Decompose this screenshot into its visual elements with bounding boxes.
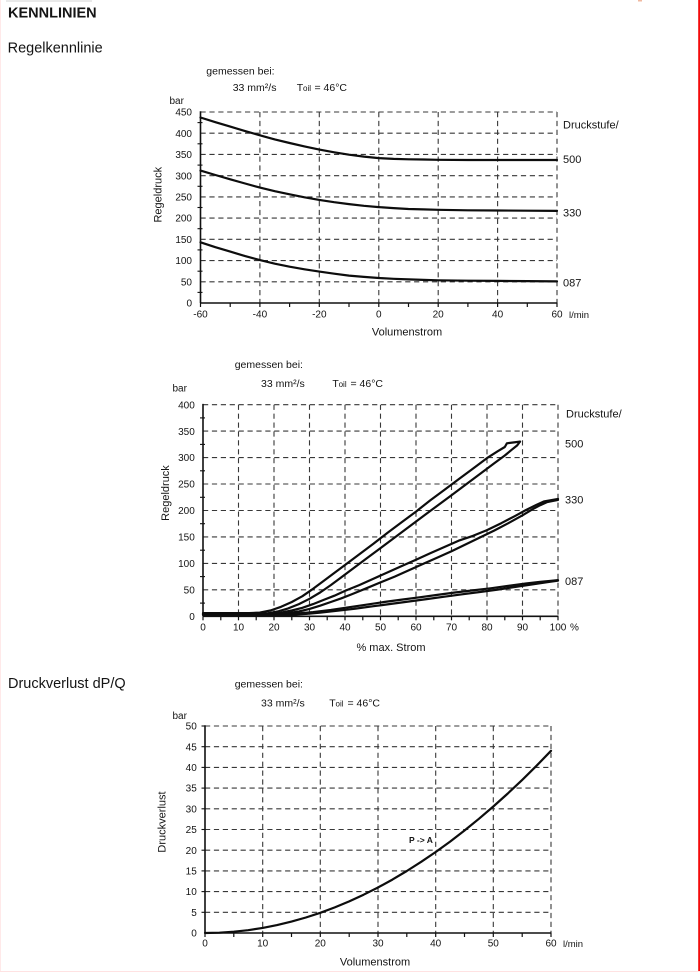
svg-text:-20: -20 — [312, 309, 327, 320]
svg-text:400: 400 — [175, 129, 192, 140]
svg-text:50: 50 — [488, 939, 500, 950]
svg-text:bar: bar — [170, 96, 185, 107]
svg-text:T: T — [297, 82, 304, 94]
svg-text:300: 300 — [178, 453, 195, 464]
svg-text:40: 40 — [492, 309, 504, 320]
svg-text:80: 80 — [481, 623, 493, 634]
svg-text:45: 45 — [186, 742, 198, 753]
svg-text:oil: oil — [303, 84, 311, 93]
svg-text:Volumenstrom: Volumenstrom — [340, 957, 410, 969]
svg-text:10: 10 — [186, 887, 198, 898]
svg-text:087: 087 — [563, 278, 581, 290]
svg-text:50: 50 — [181, 277, 193, 288]
svg-text:20: 20 — [433, 309, 445, 320]
svg-text:0: 0 — [200, 623, 206, 634]
svg-text:15: 15 — [186, 867, 198, 878]
svg-text:Regeldruck: Regeldruck — [160, 465, 172, 521]
svg-text:350: 350 — [178, 427, 195, 438]
svg-text:gemessen bei:: gemessen bei: — [235, 359, 303, 371]
svg-text:0: 0 — [202, 939, 208, 950]
svg-text:087: 087 — [565, 576, 583, 588]
svg-text:33 mm²/s: 33 mm²/s — [261, 698, 305, 710]
svg-text:50: 50 — [184, 585, 196, 596]
svg-text:25: 25 — [186, 825, 198, 836]
svg-text:5: 5 — [191, 908, 197, 919]
svg-text:Regeldruck: Regeldruck — [152, 166, 164, 222]
svg-text:40: 40 — [186, 763, 198, 774]
svg-text:Druckstufe/: Druckstufe/ — [563, 120, 620, 132]
svg-text:100: 100 — [178, 559, 195, 570]
svg-text:70: 70 — [446, 623, 458, 634]
svg-text:300: 300 — [175, 171, 192, 182]
svg-text:T: T — [329, 698, 336, 710]
svg-text:20: 20 — [315, 939, 327, 950]
svg-text:20: 20 — [186, 846, 198, 857]
svg-text:200: 200 — [175, 214, 192, 225]
svg-text:500: 500 — [563, 154, 581, 166]
svg-text:20: 20 — [268, 623, 280, 634]
svg-text:35: 35 — [186, 784, 198, 795]
svg-text:T: T — [332, 378, 339, 390]
svg-text:gemessen bei:: gemessen bei: — [206, 66, 274, 78]
svg-text:% max. Strom: % max. Strom — [356, 642, 425, 654]
svg-text:200: 200 — [178, 506, 195, 517]
svg-text:330: 330 — [563, 208, 581, 220]
svg-text:-40: -40 — [253, 309, 268, 320]
svg-text:250: 250 — [178, 480, 195, 491]
svg-text:Regelkennlinie: Regelkennlinie — [8, 41, 103, 57]
svg-text:oil: oil — [336, 700, 344, 709]
svg-text:bar: bar — [173, 711, 188, 722]
svg-text:40: 40 — [430, 939, 442, 950]
svg-text:33 mm²/s: 33 mm²/s — [261, 378, 305, 390]
svg-text:KENNLINIEN: KENNLINIEN — [8, 6, 97, 22]
svg-text:bar: bar — [173, 384, 188, 395]
svg-text:= 46°C: = 46°C — [348, 698, 381, 710]
svg-text:10: 10 — [233, 623, 245, 634]
svg-text:30: 30 — [372, 939, 384, 950]
svg-text:50: 50 — [375, 623, 387, 634]
svg-text:Druckverlust: Druckverlust — [157, 791, 169, 852]
svg-text:l/min: l/min — [563, 939, 583, 950]
svg-text:500: 500 — [565, 439, 583, 451]
svg-text:60: 60 — [551, 309, 563, 320]
svg-text:-60: -60 — [193, 309, 208, 320]
svg-text:Druckstufe/: Druckstufe/ — [566, 409, 623, 421]
svg-text:150: 150 — [178, 533, 195, 544]
svg-text:33 mm²/s: 33 mm²/s — [233, 82, 277, 94]
svg-text:40: 40 — [339, 623, 351, 634]
svg-text:100: 100 — [550, 623, 567, 634]
svg-text:%: % — [570, 623, 579, 634]
svg-text:250: 250 — [175, 193, 192, 204]
svg-text:Volumenstrom: Volumenstrom — [372, 327, 442, 339]
svg-text:90: 90 — [517, 623, 529, 634]
svg-text:l/min: l/min — [569, 310, 589, 321]
svg-text:30: 30 — [186, 804, 198, 815]
svg-text:50: 50 — [186, 722, 198, 733]
svg-text:30: 30 — [304, 623, 316, 634]
svg-text:0: 0 — [186, 299, 192, 310]
svg-text:0: 0 — [189, 612, 195, 623]
svg-text:Druckverlust dP/Q: Druckverlust dP/Q — [8, 676, 126, 692]
svg-text:= 46°C: = 46°C — [351, 378, 384, 390]
svg-text:330: 330 — [565, 495, 583, 507]
svg-text:60: 60 — [410, 623, 422, 634]
svg-text:P -> A: P -> A — [409, 835, 433, 845]
svg-text:= 46°C: = 46°C — [315, 82, 348, 94]
svg-text:350: 350 — [175, 150, 192, 161]
svg-text:100: 100 — [175, 256, 192, 267]
svg-text:450: 450 — [175, 108, 192, 119]
svg-text:10: 10 — [257, 939, 269, 950]
svg-text:gemessen bei:: gemessen bei: — [235, 679, 303, 691]
svg-text:oil: oil — [339, 380, 347, 389]
svg-text:150: 150 — [175, 235, 192, 246]
svg-text:0: 0 — [376, 309, 382, 320]
svg-text:60: 60 — [545, 939, 557, 950]
svg-text:400: 400 — [178, 400, 195, 411]
svg-text:0: 0 — [191, 929, 197, 940]
